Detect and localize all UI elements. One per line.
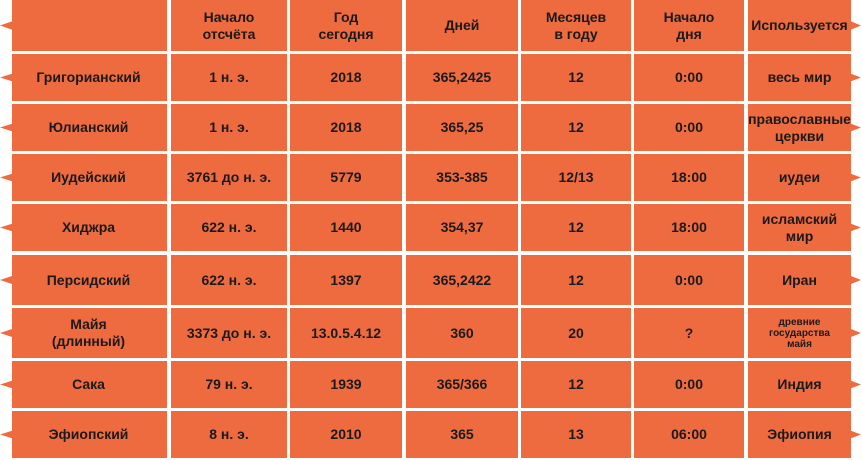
days-per-year: 365,25 — [406, 104, 518, 151]
day-start-time: 0:00 — [634, 361, 744, 408]
used-by: исламский мир — [748, 204, 861, 251]
used-by: Иран — [748, 255, 861, 305]
days-per-year: 365,2425 — [406, 54, 518, 101]
calendar-name: Юлианский — [0, 104, 167, 151]
epoch-start: 622 н. э. — [171, 255, 287, 305]
current-year: 2010 — [290, 411, 402, 458]
months-per-year: 13 — [521, 411, 631, 458]
used-by: православные церкви — [748, 104, 861, 151]
header-cell-day-start: Начало дня — [634, 0, 744, 51]
calendar-name: Сака — [0, 361, 167, 408]
epoch-start: 79 н. э. — [171, 361, 287, 408]
header-cell-months: Месяцев в году — [521, 0, 631, 51]
calendar-name: Персидский — [0, 255, 167, 305]
day-start-time: 18:00 — [634, 204, 744, 251]
day-start-time: 18:00 — [634, 154, 744, 201]
day-start-time: ? — [634, 308, 744, 358]
current-year: 13.0.5.4.12 — [290, 308, 402, 358]
header-row: Начало отсчёта Год сегодня Дней Месяцев … — [0, 0, 862, 51]
current-year: 5779 — [290, 154, 402, 201]
day-start-time: 0:00 — [634, 54, 744, 101]
days-per-year: 365/366 — [406, 361, 518, 408]
header-cell-empty — [0, 0, 167, 51]
days-per-year: 365,2422 — [406, 255, 518, 305]
used-by: весь мир — [748, 54, 861, 101]
months-per-year: 20 — [521, 308, 631, 358]
header-cell-start: Начало отсчёта — [171, 0, 287, 51]
months-per-year: 12/13 — [521, 154, 631, 201]
used-by: Эфиопия — [748, 411, 861, 458]
epoch-start: 1 н. э. — [171, 104, 287, 151]
epoch-start: 1 н. э. — [171, 54, 287, 101]
months-per-year: 12 — [521, 255, 631, 305]
day-start-time: 0:00 — [634, 104, 744, 151]
epoch-start: 8 н. э. — [171, 411, 287, 458]
table-row: Сака 79 н. э. 1939 365/366 12 0:00 Индия — [0, 361, 862, 408]
calendar-name: Хиджра — [0, 204, 167, 251]
months-per-year: 12 — [521, 204, 631, 251]
days-per-year: 353-385 — [406, 154, 518, 201]
day-start-time: 06:00 — [634, 411, 744, 458]
table-row: Майя (длинный) 3373 до н. э. 13.0.5.4.12… — [0, 308, 862, 358]
current-year: 1440 — [290, 204, 402, 251]
days-per-year: 360 — [406, 308, 518, 358]
header-cell-days: Дней — [406, 0, 518, 51]
calendar-name: Эфиопский — [0, 411, 167, 458]
table-row: Иудейский 3761 до н. э. 5779 353-385 12/… — [0, 154, 862, 201]
table-row: Юлианский 1 н. э. 2018 365,25 12 0:00 пр… — [0, 104, 862, 151]
calendar-name: Иудейский — [0, 154, 167, 201]
current-year: 1939 — [290, 361, 402, 408]
used-by: древние государства майя — [748, 308, 861, 358]
current-year: 2018 — [290, 104, 402, 151]
day-start-time: 0:00 — [634, 255, 744, 305]
table-row: Григорианский 1 н. э. 2018 365,2425 12 0… — [0, 54, 862, 101]
months-per-year: 12 — [521, 361, 631, 408]
current-year: 2018 — [290, 54, 402, 101]
months-per-year: 12 — [521, 104, 631, 151]
epoch-start: 3761 до н. э. — [171, 154, 287, 201]
table-row: Эфиопский 8 н. э. 2010 365 13 06:00 Эфио… — [0, 411, 862, 458]
calendar-name: Григорианский — [0, 54, 167, 101]
table-row: Хиджра 622 н. э. 1440 354,37 12 18:00 ис… — [0, 204, 862, 251]
used-by: Индия — [748, 361, 861, 408]
epoch-start: 622 н. э. — [171, 204, 287, 251]
table-row: Персидский 622 н. э. 1397 365,2422 12 0:… — [0, 255, 862, 305]
days-per-year: 354,37 — [406, 204, 518, 251]
days-per-year: 365 — [406, 411, 518, 458]
header-cell-current-year: Год сегодня — [290, 0, 402, 51]
months-per-year: 12 — [521, 54, 631, 101]
calendar-name: Майя (длинный) — [0, 308, 167, 358]
used-by: иудеи — [748, 154, 861, 201]
header-cell-used-by: Используется — [748, 0, 861, 51]
current-year: 1397 — [290, 255, 402, 305]
epoch-start: 3373 до н. э. — [171, 308, 287, 358]
